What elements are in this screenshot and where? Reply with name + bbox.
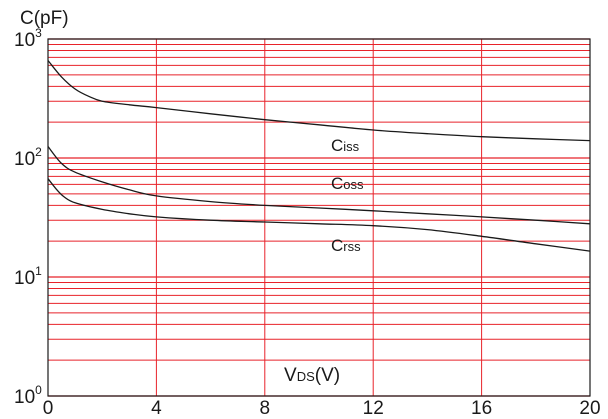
series-ciss xyxy=(47,60,591,142)
plot-frame xyxy=(47,38,591,397)
y-tick-label: 101 xyxy=(14,264,42,289)
x-tick-label: 8 xyxy=(260,398,271,419)
x-axis-label-rest: (V) xyxy=(315,365,340,386)
series-label-coss: Coss xyxy=(331,174,364,193)
x-tick-label: 4 xyxy=(151,398,162,419)
grid xyxy=(47,38,591,397)
x-tick-label: 20 xyxy=(579,398,600,419)
y-tick-label: 102 xyxy=(14,145,42,170)
series-label-crss: Crss xyxy=(331,236,361,255)
x-tick-label: 0 xyxy=(43,398,54,419)
y-tick-label: 103 xyxy=(14,26,42,51)
series-label-ciss: Ciss xyxy=(331,136,360,155)
x-axis-label-sub: DS xyxy=(297,369,315,384)
y-tick-labels: 100 101 102 103 xyxy=(14,26,42,408)
x-tick-labels: 0 4 8 12 16 20 xyxy=(43,398,601,419)
y-axis-label: C(pF) xyxy=(20,8,69,29)
curves xyxy=(47,60,591,252)
series-crss xyxy=(47,178,591,252)
x-axis-label: VDS(V) xyxy=(284,365,340,386)
x-axis-label-main: V xyxy=(284,365,297,386)
series-coss xyxy=(47,146,591,225)
x-tick-label: 12 xyxy=(363,398,384,419)
x-tick-label: 16 xyxy=(471,398,492,419)
y-tick-label: 100 xyxy=(14,383,42,408)
